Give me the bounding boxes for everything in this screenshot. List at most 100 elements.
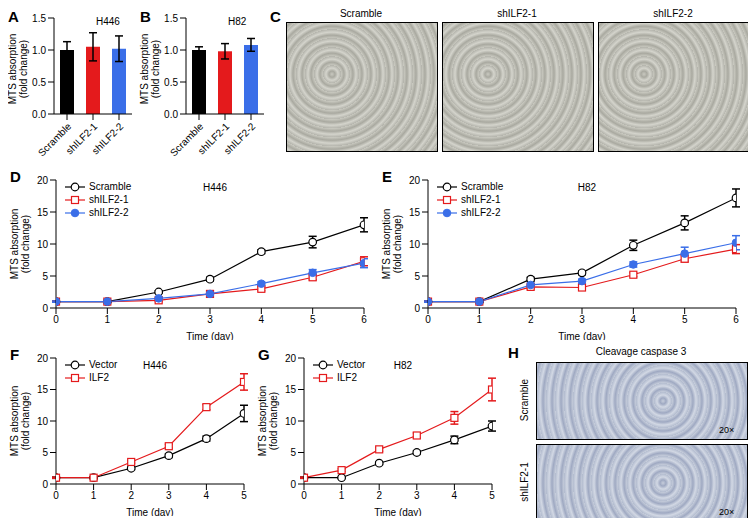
html-text:shILF2-1: shILF2-1 <box>461 194 501 205</box>
html-text:H446: H446 <box>203 182 227 193</box>
html-text:H82: H82 <box>393 360 413 371</box>
svg-text:4: 4 <box>204 490 210 501</box>
html-text:shILF2-2: shILF2-2 <box>89 207 129 218</box>
svg-text:5: 5 <box>682 314 688 325</box>
svg-text:15: 15 <box>37 384 49 395</box>
svg-text:3: 3 <box>166 490 172 501</box>
svg-text:5: 5 <box>414 271 420 282</box>
svg-text:5: 5 <box>42 447 48 458</box>
svg-text:4: 4 <box>631 314 637 325</box>
svg-text:2: 2 <box>156 314 162 325</box>
svg-text:0.5: 0.5 <box>32 77 46 88</box>
html-text:(fold change): (fold change) <box>18 39 29 99</box>
svg-text:Scramble: Scramble <box>167 120 206 159</box>
svg-text:10: 10 <box>285 416 297 427</box>
html-text:H446: H446 <box>143 360 167 371</box>
html-text:H446: H446 <box>96 16 120 27</box>
html-text:(fold change): (fold change) <box>150 39 161 99</box>
html-text:B: B <box>140 8 151 25</box>
html-text:A: A <box>8 8 19 25</box>
html-text:MTS absorption: MTS absorption <box>257 385 268 457</box>
svg-text:Time (day): Time (day) <box>186 331 233 340</box>
svg-text:1: 1 <box>339 490 345 501</box>
svg-text:4: 4 <box>259 314 265 325</box>
svg-text:20: 20 <box>37 175 49 186</box>
svg-text:0: 0 <box>290 479 296 490</box>
svg-text:0: 0 <box>425 314 431 325</box>
svg-text:3: 3 <box>207 314 213 325</box>
svg-text:4: 4 <box>452 490 458 501</box>
svg-text:shILF2-2: shILF2-2 <box>222 120 258 156</box>
html-text:shILF2-2: shILF2-2 <box>461 207 501 218</box>
svg-text:5: 5 <box>489 490 495 501</box>
svg-text:1: 1 <box>477 314 483 325</box>
html-text:Scramble: Scramble <box>461 181 504 192</box>
html-text:H82: H82 <box>577 182 597 193</box>
html-text:(fold change): (fold change) <box>268 391 279 451</box>
svg-text:shILF2-2: shILF2-2 <box>90 120 126 156</box>
svg-text:1: 1 <box>105 314 111 325</box>
svg-text:15: 15 <box>285 384 297 395</box>
html-text:C: C <box>270 8 281 25</box>
html-text:(fold change): (fold change) <box>20 391 31 451</box>
svg-text:1.0: 1.0 <box>164 45 178 56</box>
html-text:Vector: Vector <box>89 359 118 370</box>
svg-text:15: 15 <box>409 207 421 218</box>
html-text:shILF2-2: shILF2-2 <box>653 8 693 19</box>
html-text:H82: H82 <box>228 16 247 27</box>
svg-text:5: 5 <box>310 314 316 325</box>
svg-text:0: 0 <box>301 490 307 501</box>
svg-text:0: 0 <box>42 303 48 314</box>
svg-text:1.5: 1.5 <box>164 13 178 24</box>
svg-text:3: 3 <box>579 314 585 325</box>
svg-text:1.5: 1.5 <box>32 13 46 24</box>
svg-text:Time (day): Time (day) <box>374 507 421 516</box>
html-text:MTS absorption: MTS absorption <box>9 385 20 457</box>
svg-text:20: 20 <box>409 175 421 186</box>
html-text:shILF2-1: shILF2-1 <box>497 8 537 19</box>
svg-text:0.5: 0.5 <box>164 77 178 88</box>
svg-text:5: 5 <box>42 271 48 282</box>
html-text:G: G <box>258 346 270 363</box>
svg-text:10: 10 <box>409 239 421 250</box>
svg-text:0: 0 <box>53 314 59 325</box>
svg-text:0: 0 <box>414 303 420 314</box>
html-text:ILF2: ILF2 <box>89 372 109 383</box>
html-text:MTS absorption: MTS absorption <box>139 33 150 105</box>
html-text:MTS absorption: MTS absorption <box>381 208 392 280</box>
svg-text:0.0: 0.0 <box>164 109 178 120</box>
svg-text:10: 10 <box>37 239 49 250</box>
html-text:Scramble: Scramble <box>339 8 383 19</box>
html-text:(fold change): (fold change) <box>392 214 403 274</box>
html-text:MTS absorption: MTS absorption <box>7 33 18 105</box>
html-text:Scramble: Scramble <box>89 181 132 192</box>
svg-text:0: 0 <box>42 479 48 490</box>
html-text:(fold change): (fold change) <box>20 214 31 274</box>
html-text:MTS absorption: MTS absorption <box>9 208 20 280</box>
svg-text:2: 2 <box>128 490 134 501</box>
html-text:shILF2-1: shILF2-1 <box>518 462 530 502</box>
html-text:Scramble: Scramble <box>518 378 530 422</box>
svg-text:0: 0 <box>53 490 59 501</box>
svg-text:20: 20 <box>37 353 49 364</box>
svg-text:1.0: 1.0 <box>32 45 46 56</box>
svg-text:Scramble: Scramble <box>35 120 74 159</box>
svg-text:Time (day): Time (day) <box>126 507 173 516</box>
svg-text:5: 5 <box>290 447 296 458</box>
svg-text:shILF2-1: shILF2-1 <box>195 120 232 157</box>
svg-text:15: 15 <box>37 207 49 218</box>
html-text:shILF2-1: shILF2-1 <box>89 194 129 205</box>
svg-text:5: 5 <box>241 490 247 501</box>
svg-text:2: 2 <box>376 490 382 501</box>
svg-text:Time (day): Time (day) <box>558 331 605 340</box>
svg-text:6: 6 <box>361 314 367 325</box>
svg-text:1: 1 <box>91 490 97 501</box>
svg-text:6: 6 <box>733 314 739 325</box>
svg-text:3: 3 <box>414 490 420 501</box>
svg-text:0.0: 0.0 <box>32 109 46 120</box>
svg-text:2: 2 <box>528 314 534 325</box>
html-text:D: D <box>10 168 21 185</box>
svg-text:shILF2-1: shILF2-1 <box>63 120 100 157</box>
svg-text:10: 10 <box>37 416 49 427</box>
svg-text:20: 20 <box>285 353 297 364</box>
